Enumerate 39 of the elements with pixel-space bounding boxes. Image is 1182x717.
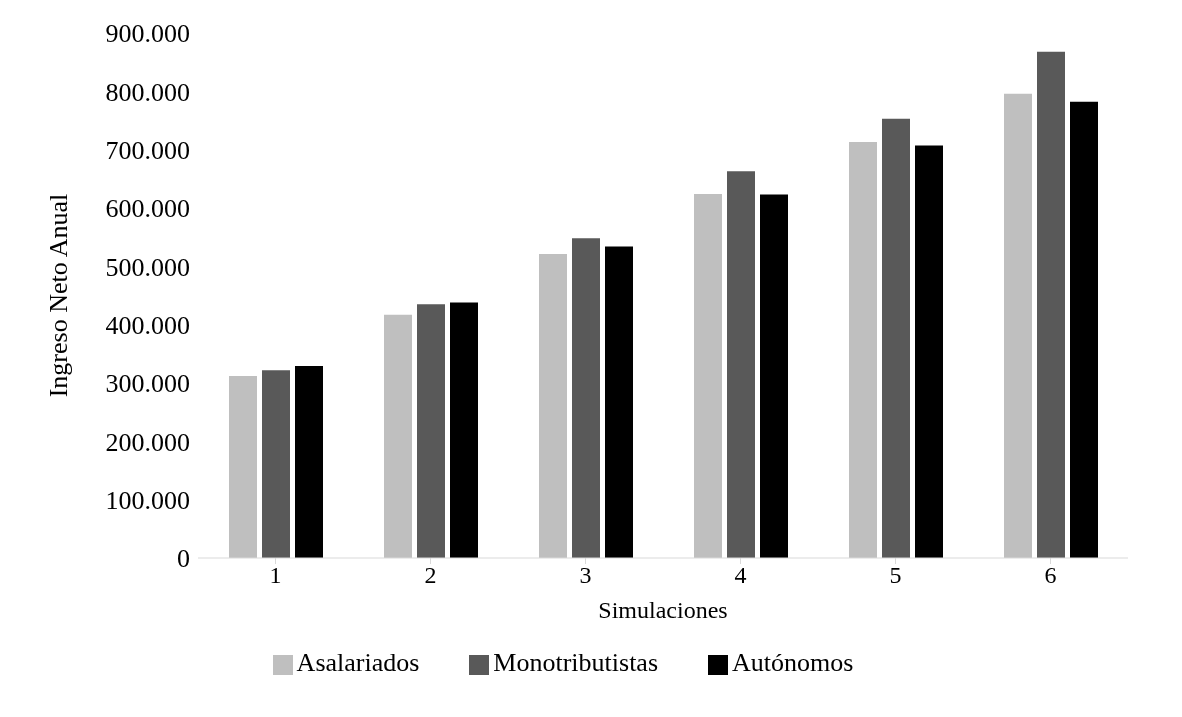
x-tick-label: 3 <box>579 562 592 589</box>
bar <box>262 370 290 558</box>
y-tick-label: 300.000 <box>105 369 190 399</box>
bar <box>882 118 910 558</box>
bar <box>295 366 323 558</box>
y-tick-label: 0 <box>177 544 190 574</box>
bar <box>417 304 445 558</box>
bar <box>849 142 877 558</box>
y-tick-label: 600.000 <box>105 194 190 224</box>
bar <box>694 194 722 558</box>
legend-label: Monotributistas <box>493 648 659 677</box>
x-tick-label: 5 <box>889 562 902 589</box>
x-tick-label: 2 <box>424 562 437 589</box>
x-axis-title: Simulaciones <box>598 597 728 623</box>
bar <box>572 238 600 558</box>
legend-label: Autónomos <box>732 648 854 677</box>
bar <box>539 254 567 558</box>
bar <box>915 145 943 558</box>
legend-label: Asalariados <box>296 648 420 677</box>
bar <box>1004 93 1032 558</box>
y-axis-title: Ingreso Neto Anual <box>44 193 74 398</box>
y-tick-label: 700.000 <box>105 135 190 165</box>
bar <box>384 314 412 558</box>
y-tick-label: 400.000 <box>105 310 190 340</box>
bar <box>450 302 478 558</box>
bar <box>1037 51 1065 558</box>
y-tick-label: 900.000 <box>105 19 190 49</box>
y-tick-label: 800.000 <box>105 77 190 107</box>
bar <box>229 376 257 558</box>
y-tick-label: 200.000 <box>105 427 190 457</box>
y-tick-label: 100.000 <box>105 485 190 515</box>
x-tick-label: 1 <box>269 562 282 589</box>
bar <box>605 246 633 558</box>
x-tick-label: 6 <box>1044 562 1057 589</box>
y-tick-label: 500.000 <box>105 252 190 282</box>
bar <box>727 171 755 558</box>
x-tick-label: 4 <box>734 562 747 589</box>
bar <box>1070 101 1098 558</box>
bar <box>760 194 788 558</box>
